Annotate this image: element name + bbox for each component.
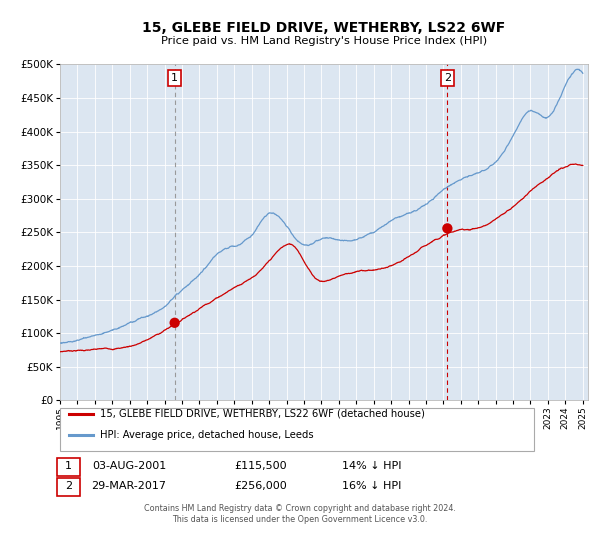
Text: 1: 1 bbox=[65, 461, 72, 471]
Text: This data is licensed under the Open Government Licence v3.0.: This data is licensed under the Open Gov… bbox=[172, 515, 428, 524]
Text: £115,500: £115,500 bbox=[235, 461, 287, 471]
Text: 03-AUG-2001: 03-AUG-2001 bbox=[92, 461, 166, 471]
Text: 14% ↓ HPI: 14% ↓ HPI bbox=[342, 461, 402, 471]
Text: 15, GLEBE FIELD DRIVE, WETHERBY, LS22 6WF: 15, GLEBE FIELD DRIVE, WETHERBY, LS22 6W… bbox=[142, 21, 506, 35]
Text: £256,000: £256,000 bbox=[235, 481, 287, 491]
Text: 15, GLEBE FIELD DRIVE, WETHERBY, LS22 6WF (detached house): 15, GLEBE FIELD DRIVE, WETHERBY, LS22 6W… bbox=[100, 409, 425, 418]
Text: 2: 2 bbox=[444, 73, 451, 83]
Text: 29-MAR-2017: 29-MAR-2017 bbox=[91, 481, 167, 491]
Text: 16% ↓ HPI: 16% ↓ HPI bbox=[343, 481, 401, 491]
Text: 2: 2 bbox=[65, 481, 72, 491]
Text: 1: 1 bbox=[171, 73, 178, 83]
Point bbox=[170, 318, 179, 327]
Text: HPI: Average price, detached house, Leeds: HPI: Average price, detached house, Leed… bbox=[100, 430, 314, 440]
Point bbox=[443, 224, 452, 233]
Text: Price paid vs. HM Land Registry's House Price Index (HPI): Price paid vs. HM Land Registry's House … bbox=[161, 36, 487, 46]
Text: Contains HM Land Registry data © Crown copyright and database right 2024.: Contains HM Land Registry data © Crown c… bbox=[144, 504, 456, 513]
